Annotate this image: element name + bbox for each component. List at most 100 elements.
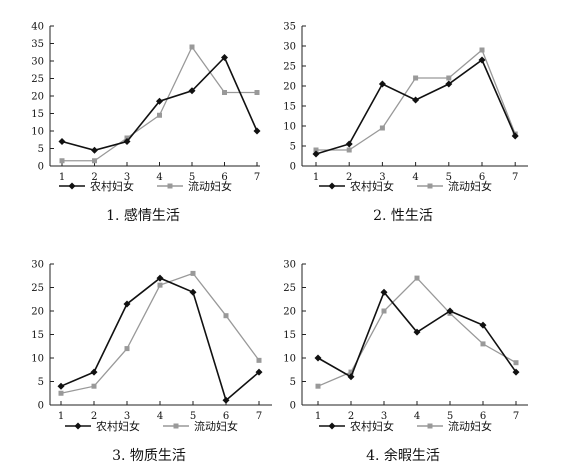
x-tick-label: 4 [414,411,420,422]
data-point [253,127,261,135]
series-line-1 [60,277,260,402]
legend-item-1: 农村妇女 [319,179,394,193]
series-line-1 [315,58,516,155]
legend-marker [74,422,82,430]
chart-caption: 2. 性生活 [373,208,433,224]
legend-item-1: 农村妇女 [65,419,140,433]
x-tick-label: 7 [256,411,262,422]
data-point [480,341,486,347]
data-point [479,47,485,53]
data-point [315,383,321,389]
y-tick-label: 25 [31,283,44,294]
x-tick-label: 1 [58,411,64,422]
legend-marker [167,183,173,189]
x-tick-label: 2 [348,411,354,422]
x-tick-label: 6 [479,172,485,183]
y-tick-label: 15 [283,330,296,341]
data-point [346,147,352,153]
y-tick-label: 15 [31,330,44,341]
chart-panel-2: 0 5 10 15 20 25 30 35 1 2 3 4 5 6 7 农村妇女 流动妇女 2. 性生活 [283,22,528,224]
chart-caption: 4. 余暇生活 [366,447,440,464]
chart-panel-4: 0 5 10 15 20 25 30 1 2 3 4 5 6 7 农村妇女 流动妇女 4. 余暇生活 [283,260,528,464]
y-tick-label: 10 [31,354,44,365]
x-tick-label: 3 [124,172,130,183]
data-point [446,75,452,81]
data-point [157,282,163,288]
legend-label: 流动妇女 [194,419,238,433]
x-tick-label: 4 [157,411,163,422]
y-tick-label: 10 [31,127,44,138]
data-point [91,383,97,389]
data-point [156,274,164,282]
y-tick-label: 10 [283,122,296,133]
x-tick-label: 5 [190,411,196,422]
series-line-2 [60,272,260,394]
y-tick-label: 0 [290,401,296,412]
data-point [412,96,420,104]
data-point [58,138,66,145]
legend-label: 农村妇女 [90,179,134,193]
legend-item-2: 流动妇女 [157,179,232,193]
x-tick-label: 7 [512,172,518,183]
y-tick-label: 20 [283,82,296,93]
y-tick-label: 5 [38,377,44,388]
legend-item-1: 农村妇女 [59,179,134,193]
y-tick-label: 40 [31,22,44,33]
data-point [314,354,322,362]
x-tick-label: 3 [381,411,387,422]
data-point [189,44,195,50]
data-point [189,288,197,296]
legend-label: 农村妇女 [350,419,394,433]
x-tick-label: 6 [480,411,486,422]
x-tick-label: 5 [447,411,453,422]
data-point [446,307,454,315]
y-tick-label: 30 [31,57,44,68]
data-point [222,396,230,404]
y-tick-label: 10 [283,354,296,365]
legend-marker [427,183,433,189]
data-point [156,97,163,105]
x-tick-label: 3 [379,172,385,183]
data-point [123,300,131,308]
x-tick-label: 2 [346,172,352,183]
x-tick-label: 1 [59,172,65,183]
y-tick-label: 25 [31,74,44,85]
chart-caption: 3. 物质生活 [112,448,186,464]
x-tick-label: 2 [91,172,97,183]
data-point [414,275,420,281]
y-tick-label: 15 [31,109,44,120]
x-tick-label: 1 [315,411,321,422]
x-tick-label: 4 [156,172,162,183]
data-point [378,80,386,88]
y-tick-label: 15 [283,102,296,113]
data-point [123,138,131,145]
data-point [190,270,196,276]
legend-marker [68,182,76,190]
y-tick-label: 20 [31,307,44,318]
y-tick-label: 30 [31,260,44,271]
data-point [221,54,228,61]
data-point [479,321,487,329]
x-tick-label: 6 [223,411,229,422]
data-point [188,87,196,95]
data-point [255,368,263,376]
x-tick-label: 3 [124,411,130,422]
data-point [379,125,385,131]
legend-item-2: 流动妇女 [163,419,238,433]
legend-label: 农村妇女 [350,179,394,193]
x-tick-label: 2 [91,411,97,422]
y-tick-label: 25 [283,283,296,294]
x-tick-label: 7 [254,172,260,183]
x-tick-label: 7 [513,411,519,422]
y-tick-label: 20 [31,92,44,103]
data-point [223,313,229,319]
y-tick-label: 30 [283,260,296,271]
y-tick-label: 35 [283,22,296,33]
data-point [124,346,130,352]
x-tick-label: 1 [313,172,319,183]
data-point [58,390,64,396]
legend-label: 流动妇女 [448,179,492,193]
legend-marker [328,422,336,430]
y-tick-label: 30 [283,42,296,53]
